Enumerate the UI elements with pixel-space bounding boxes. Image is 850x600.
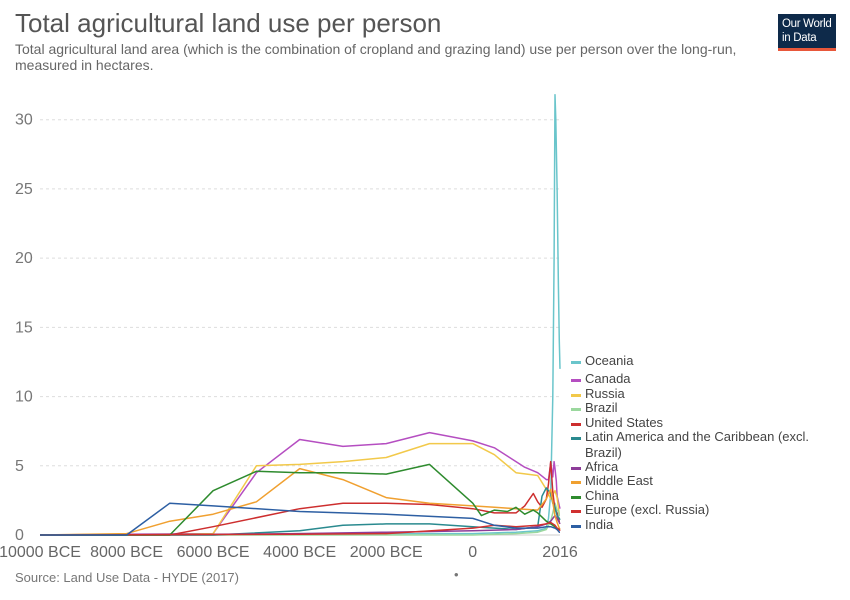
y-tick-label-10: 10 [15, 389, 33, 406]
y-tick-label-20: 20 [15, 250, 33, 267]
series-line-10 [40, 502, 561, 536]
legend-label-4: United States [585, 415, 664, 430]
legend-label-0: Oceania [585, 353, 634, 368]
y-tick-label-5: 5 [15, 458, 24, 475]
legend-label-3: Brazil [585, 400, 618, 415]
legend-label-2: Russia [585, 386, 626, 401]
y-tick-label-25: 25 [15, 181, 33, 198]
footer-dot: • [454, 567, 459, 582]
logo-line-2: in Data [782, 32, 817, 44]
x-tick-label-0: 10000 BCE [0, 544, 81, 561]
y-tick-label-30: 30 [15, 112, 33, 129]
legend-swatch-9 [571, 510, 581, 513]
legend-swatch-4 [571, 423, 581, 426]
series-line-8 [40, 463, 561, 536]
y-tick-label-0: 0 [15, 527, 24, 544]
series-line-9 [39, 521, 561, 536]
x-tick-label-1: 8000 BCE [90, 544, 163, 561]
x-tick-label-2: 6000 BCE [177, 544, 250, 561]
legend-swatch-5 [571, 437, 581, 440]
legend-label-10: India [585, 517, 614, 532]
series-line-3 [40, 502, 561, 536]
legend-label-6: Africa [585, 459, 619, 474]
legend-swatch-10 [571, 525, 581, 528]
series-line-7 [39, 467, 561, 536]
legend-swatch-6 [571, 467, 581, 470]
source-note[interactable]: Source: Land Use Data - HYDE (2017) [15, 570, 239, 585]
legend-label-7: Middle East [585, 473, 653, 488]
legend-label-9: Europe (excl. Russia) [585, 502, 709, 517]
x-tick-label-5: 0 [468, 544, 477, 561]
legend-swatch-3 [571, 408, 581, 411]
legend-label-8: China [585, 488, 620, 503]
legend-swatch-0 [571, 361, 581, 364]
x-tick-label-6: 2016 [542, 544, 578, 561]
legend-label-1: Canada [585, 371, 631, 386]
chart-subtitle: Total agricultural land area (which is t… [15, 41, 737, 73]
legend-swatch-1 [571, 379, 581, 382]
legend-label-5: Latin America and the Caribbean (excl. Br… [585, 429, 809, 460]
logo-line-1: Our World [782, 18, 832, 30]
y-tick-label-15: 15 [15, 319, 33, 336]
legend-swatch-8 [571, 496, 581, 499]
series-line-2 [40, 442, 561, 536]
x-tick-label-3: 4000 BCE [263, 544, 336, 561]
owid-logo[interactable]: Our World in Data [778, 14, 836, 51]
x-tick-label-4: 2000 BCE [350, 544, 423, 561]
series-line-6 [39, 514, 561, 536]
chart-title: Total agricultural land use per person [15, 8, 442, 38]
series-line-1 [39, 431, 561, 536]
legend-swatch-2 [571, 394, 581, 397]
legend-swatch-7 [571, 481, 581, 484]
